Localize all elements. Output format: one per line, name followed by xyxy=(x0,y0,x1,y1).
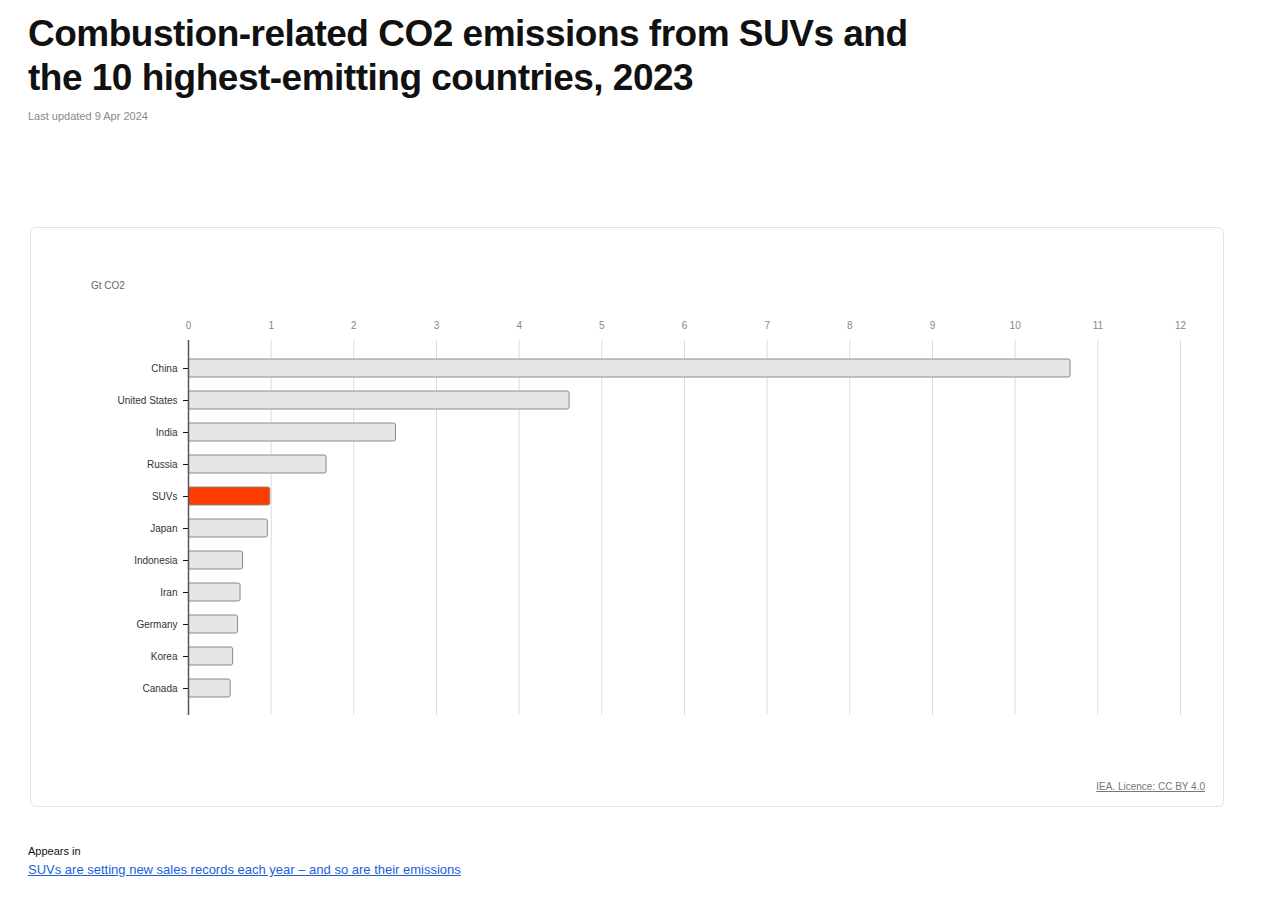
svg-text:Canada: Canada xyxy=(142,683,177,694)
svg-text:4: 4 xyxy=(516,320,522,331)
svg-text:10: 10 xyxy=(1010,320,1022,331)
svg-text:11: 11 xyxy=(1093,320,1104,331)
html-text:Gt CO2: Gt CO2 xyxy=(91,280,125,291)
svg-text:12: 12 xyxy=(1175,320,1187,331)
svg-text:Japan: Japan xyxy=(150,523,177,534)
svg-text:5: 5 xyxy=(599,320,605,331)
svg-text:9: 9 xyxy=(930,320,936,331)
svg-text:0: 0 xyxy=(186,320,192,331)
svg-text:Korea: Korea xyxy=(151,651,178,662)
html-text:SUVs are setting new sales rec: SUVs are setting new sales records each … xyxy=(28,862,461,877)
svg-text:SUVs: SUVs xyxy=(152,491,178,502)
svg-text:6: 6 xyxy=(682,320,688,331)
svg-text:Germany: Germany xyxy=(136,619,177,630)
svg-text:1: 1 xyxy=(268,320,274,331)
svg-text:China: China xyxy=(151,363,178,374)
svg-text:United States: United States xyxy=(117,395,177,406)
svg-text:Indonesia: Indonesia xyxy=(134,555,178,566)
html-text:Last updated 9 Apr 2024: Last updated 9 Apr 2024 xyxy=(28,110,148,122)
html-text:IEA. Licence: CC BY 4.0: IEA. Licence: CC BY 4.0 xyxy=(1096,781,1205,792)
svg-text:2: 2 xyxy=(351,320,357,331)
html-text:Combustion-related CO2 emissio: Combustion-related CO2 emissions from SU… xyxy=(28,13,908,98)
svg-text:7: 7 xyxy=(764,320,770,331)
svg-text:India: India xyxy=(156,427,178,438)
svg-text:Russia: Russia xyxy=(147,459,178,470)
html-text:Appears in: Appears in xyxy=(28,845,81,857)
svg-text:3: 3 xyxy=(434,320,440,331)
svg-text:Iran: Iran xyxy=(160,587,177,598)
svg-text:8: 8 xyxy=(847,320,853,331)
